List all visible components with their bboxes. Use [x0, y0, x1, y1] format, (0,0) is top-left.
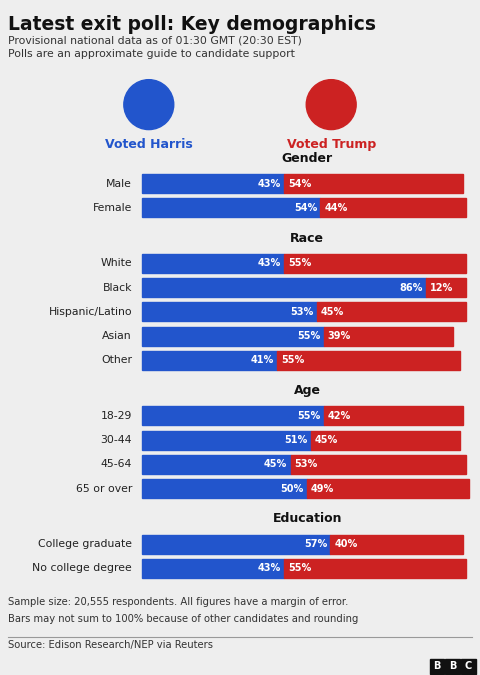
Text: 42%: 42% — [327, 411, 351, 421]
Bar — [461, 659, 476, 674]
Text: 55%: 55% — [281, 356, 304, 365]
Text: 43%: 43% — [257, 259, 281, 268]
Text: B: B — [449, 662, 456, 672]
Text: Race: Race — [290, 232, 324, 244]
Bar — [284, 254, 466, 273]
Text: Bars may not sum to 100% because of other candidates and rounding: Bars may not sum to 100% because of othe… — [8, 614, 358, 624]
Bar — [324, 327, 453, 346]
Text: 45-64: 45-64 — [101, 460, 132, 469]
Text: Black: Black — [103, 283, 132, 292]
Text: 43%: 43% — [257, 179, 281, 188]
Ellipse shape — [306, 80, 356, 130]
Text: 55%: 55% — [288, 259, 311, 268]
Ellipse shape — [124, 80, 174, 130]
Bar — [142, 278, 426, 297]
Bar — [307, 479, 469, 498]
Text: 53%: 53% — [294, 460, 318, 469]
Bar — [142, 455, 290, 474]
Bar — [311, 431, 459, 450]
Bar — [430, 659, 444, 674]
Text: 54%: 54% — [288, 179, 311, 188]
Text: Sample size: 20,555 respondents. All figures have a margin of error.: Sample size: 20,555 respondents. All fig… — [8, 597, 348, 608]
Bar — [142, 431, 311, 450]
Bar — [324, 406, 463, 425]
Bar — [445, 659, 460, 674]
Text: Polls are an approximate guide to candidate support: Polls are an approximate guide to candid… — [8, 49, 295, 59]
Text: 65 or over: 65 or over — [76, 484, 132, 493]
Bar — [142, 535, 330, 554]
Text: 49%: 49% — [311, 484, 334, 493]
Text: Voted Harris: Voted Harris — [105, 138, 192, 151]
Text: 45%: 45% — [314, 435, 337, 445]
Text: Age: Age — [294, 384, 321, 397]
Bar — [142, 302, 317, 321]
Text: 86%: 86% — [400, 283, 423, 292]
Text: Asian: Asian — [102, 331, 132, 341]
Text: Male: Male — [106, 179, 132, 188]
Text: C: C — [465, 662, 472, 672]
Text: White: White — [100, 259, 132, 268]
Bar — [284, 174, 463, 193]
Text: B: B — [433, 662, 441, 672]
Text: Source: Edison Research/NEP via Reuters: Source: Edison Research/NEP via Reuters — [8, 640, 213, 650]
Text: Gender: Gender — [282, 152, 333, 165]
Bar — [290, 455, 466, 474]
Text: 45%: 45% — [321, 307, 344, 317]
Text: 40%: 40% — [334, 539, 358, 549]
Text: Education: Education — [273, 512, 342, 525]
Text: Hispanic/Latino: Hispanic/Latino — [48, 307, 132, 317]
Bar — [142, 198, 321, 217]
Bar — [330, 535, 463, 554]
Text: 39%: 39% — [327, 331, 351, 341]
Bar — [284, 559, 466, 578]
Text: 55%: 55% — [288, 564, 311, 573]
Bar — [277, 351, 459, 370]
Text: Female: Female — [93, 203, 132, 213]
Text: 43%: 43% — [257, 564, 281, 573]
Text: 53%: 53% — [290, 307, 314, 317]
Text: 12%: 12% — [430, 283, 454, 292]
Text: Other: Other — [101, 356, 132, 365]
Bar — [142, 351, 277, 370]
Bar — [142, 254, 284, 273]
Text: 54%: 54% — [294, 203, 317, 213]
Text: 45%: 45% — [264, 460, 287, 469]
Text: No college degree: No college degree — [32, 564, 132, 573]
Text: 55%: 55% — [297, 331, 320, 341]
Text: 50%: 50% — [281, 484, 304, 493]
Bar — [142, 479, 307, 498]
Bar — [317, 302, 466, 321]
Bar — [321, 198, 466, 217]
Text: 30-44: 30-44 — [100, 435, 132, 445]
Bar — [142, 174, 284, 193]
Text: 55%: 55% — [297, 411, 320, 421]
Text: Voted Trump: Voted Trump — [287, 138, 376, 151]
Text: 57%: 57% — [304, 539, 327, 549]
Bar — [142, 327, 324, 346]
Bar — [426, 278, 466, 297]
Text: 44%: 44% — [324, 203, 348, 213]
Text: 18-29: 18-29 — [101, 411, 132, 421]
Bar — [142, 559, 284, 578]
Text: Latest exit poll: Key demographics: Latest exit poll: Key demographics — [8, 15, 376, 34]
Bar — [142, 406, 324, 425]
Text: Provisional national data as of 01:30 GMT (20:30 EST): Provisional national data as of 01:30 GM… — [8, 35, 301, 45]
Text: College graduate: College graduate — [38, 539, 132, 549]
Text: 51%: 51% — [284, 435, 307, 445]
Text: 41%: 41% — [251, 356, 274, 365]
